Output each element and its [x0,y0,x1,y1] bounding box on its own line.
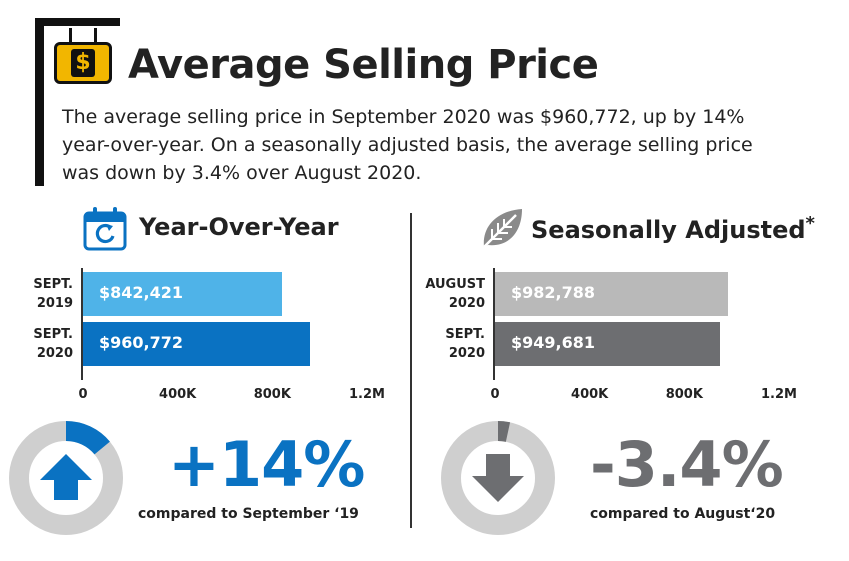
yoy-compare-text: compared to September ‘19 [138,506,359,522]
yoy-bar-value-label: $842,421 [99,283,184,302]
sa-category-label: AUGUST 2020 [412,275,485,313]
dollar-icon: $ [71,49,95,77]
sa-footnote-mark: * [805,213,815,234]
sa-bar: $982,788 [495,272,728,316]
yoy-category-line: 2019 [36,296,73,311]
yoy-bar-chart: SEPT. 2019 $842,421 SEPT. 2020 $960,772 0 400K 8… [0,260,405,410]
yoy-category-line: SEPT. [33,277,73,292]
section-divider [410,213,412,528]
sa-category-line: SEPT. [445,327,485,342]
sa-section-title: Seasonally Adjusted* [531,213,815,244]
sa-bar-value-label: $949,681 [511,333,596,352]
sa-bar-chart: AUGUST 2020 $982,788 SEPT. 2020 $949,681 0 400K… [412,260,849,410]
yoy-x-tick-label: 0 [78,387,88,402]
page-title: Average Selling Price [128,42,599,88]
sa-y-axis-line [493,268,495,380]
sa-bar: $949,681 [495,322,720,366]
sa-donut-arc [497,421,511,442]
sa-bar-value-label: $982,788 [511,283,596,302]
calendar-refresh-icon [82,205,130,253]
sa-x-tick-label: 1.2M [761,387,797,402]
leaf-icon [478,205,526,253]
yoy-category-label: SEPT. 2020 [0,325,73,363]
sa-category-line: 2020 [448,346,485,361]
yoy-x-tick-label: 400K [159,387,197,402]
yoy-percent-change: +14% [168,428,365,501]
sa-category-line: 2020 [448,296,485,311]
yoy-bar: $842,421 [83,272,283,316]
sa-donut [440,420,556,536]
sign-arm [35,18,120,26]
sa-x-tick-label: 0 [490,387,500,402]
sign-post [35,18,44,186]
yoy-y-axis-line [81,268,83,380]
sa-category-line: AUGUST [425,277,485,292]
yoy-donut [8,420,124,536]
sa-compare-text: compared to August‘20 [590,506,776,522]
arrow-up-icon [40,454,92,500]
yoy-category-label: SEPT. 2019 [0,275,73,313]
intro-text: The average selling price in September 2… [62,106,753,184]
arrow-down-icon [472,454,524,502]
yoy-bar: $960,772 [83,322,311,366]
yoy-category-line: 2020 [36,346,73,361]
sa-category-label: SEPT. 2020 [412,325,485,363]
price-sign-icon: $ [54,28,112,84]
sa-x-tick-label: 800K [665,387,703,402]
yoy-x-tick-label: 1.2M [349,387,385,402]
yoy-bar-value-label: $960,772 [99,333,184,352]
yoy-section-title: Year-Over-Year [139,213,339,241]
sa-percent-change: -3.4% [590,428,784,501]
yoy-x-tick-label: 800K [253,387,291,402]
sa-x-tick-label: 400K [571,387,609,402]
sa-section-title-text: Seasonally Adjusted [531,216,806,244]
yoy-category-line: SEPT. [33,327,73,342]
yoy-donut-arc [65,421,110,455]
